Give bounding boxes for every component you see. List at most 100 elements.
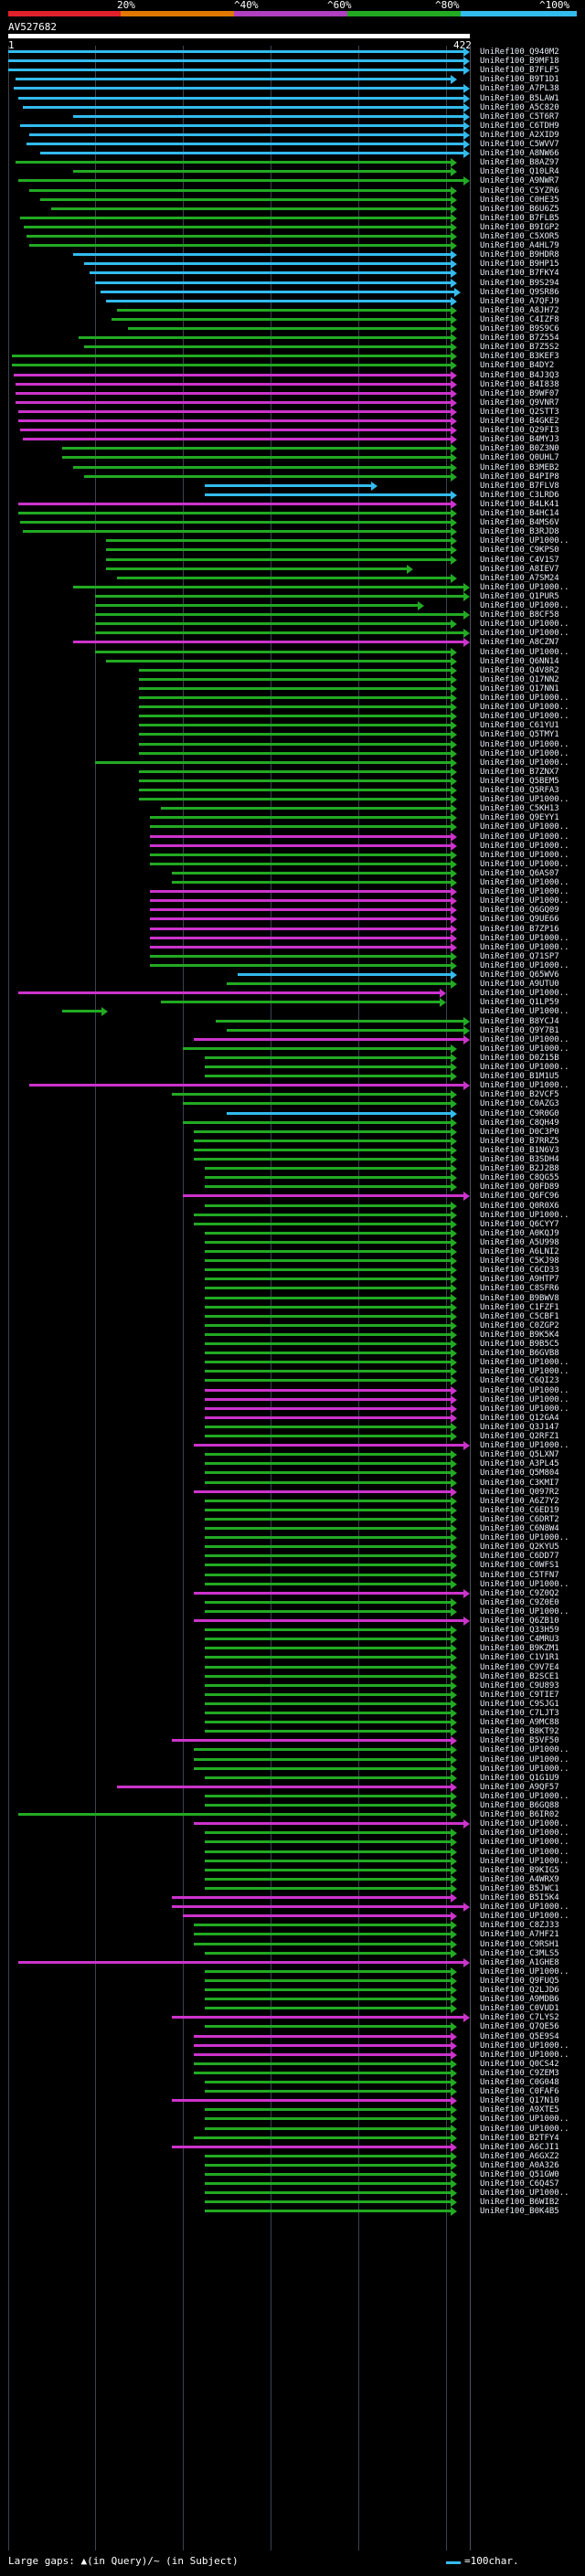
hit-label-link[interactable]: UniRef100_B4PIP8: [480, 472, 559, 482]
hit-label-link[interactable]: UniRef100_B7FLV8: [480, 481, 559, 491]
hit-label-link[interactable]: UniRef100_B8AZ97: [480, 158, 559, 168]
hit-label-link[interactable]: UniRef100_B3SDH4: [480, 1155, 559, 1164]
hit-bar[interactable]: [204, 2126, 452, 2130]
hit-bar[interactable]: [204, 1609, 452, 1613]
hit-label-link[interactable]: UniRef100_C4V1S7: [480, 555, 559, 565]
hit-label-link[interactable]: UniRef100_Q2KYU5: [480, 1542, 559, 1553]
hit-bar[interactable]: [204, 1388, 452, 1392]
hit-label-link[interactable]: UniRef100_Q0CS42: [480, 2059, 559, 2069]
hit-bar[interactable]: [39, 197, 452, 201]
hit-label-link[interactable]: UniRef100_Q6GQ09: [480, 906, 559, 916]
hit-bar[interactable]: [204, 2154, 452, 2157]
hit-label-link[interactable]: UniRef100_UP1000..: [480, 896, 569, 906]
hit-label-link[interactable]: UniRef100_Q940M2: [480, 48, 559, 57]
hit-label-link[interactable]: UniRef100_C0FAF6: [480, 2087, 559, 2097]
hit-bar[interactable]: [182, 1194, 464, 1198]
hit-label-link[interactable]: UniRef100_UP1000..: [480, 739, 569, 749]
hit-label-link[interactable]: UniRef100_UP1000..: [480, 859, 569, 869]
hit-label-link[interactable]: UniRef100_A9QF57: [480, 1782, 559, 1792]
hit-label-link[interactable]: UniRef100_Q2RFZ1: [480, 1432, 559, 1441]
hit-label-link[interactable]: UniRef100_Q7QE56: [480, 2022, 559, 2032]
hit-bar[interactable]: [72, 253, 452, 257]
hit-bar[interactable]: [204, 1415, 452, 1419]
hit-bar[interactable]: [27, 143, 464, 145]
hit-bar[interactable]: [193, 1942, 452, 1945]
hit-label-link[interactable]: UniRef100_C9R0G0: [480, 1108, 559, 1118]
hit-bar[interactable]: [204, 1536, 452, 1540]
hit-bar[interactable]: [149, 917, 452, 921]
hit-bar[interactable]: [204, 2191, 452, 2195]
hit-label-link[interactable]: UniRef100_UP1000..: [480, 1745, 569, 1755]
hit-bar[interactable]: [204, 1314, 452, 1318]
hit-bar[interactable]: [193, 1129, 452, 1133]
hit-bar[interactable]: [204, 1277, 452, 1281]
hit-bar[interactable]: [204, 1573, 452, 1576]
hit-bar[interactable]: [105, 539, 452, 543]
hit-label-link[interactable]: UniRef100_C7LJT3: [480, 1709, 559, 1718]
hit-bar[interactable]: [193, 1213, 452, 1216]
hit-label-link[interactable]: UniRef100_C9U893: [480, 1680, 559, 1691]
hit-label-link[interactable]: UniRef100_B2VCF5: [480, 1090, 559, 1100]
hit-label-link[interactable]: UniRef100_A9XTE5: [480, 2105, 559, 2115]
hit-label-link[interactable]: UniRef100_B6WIB2: [480, 2198, 559, 2208]
hit-bar[interactable]: [204, 1499, 452, 1502]
hit-label-link[interactable]: UniRef100_C3LRD6: [480, 490, 559, 500]
hit-label-link[interactable]: UniRef100_UP1000..: [480, 629, 569, 639]
hit-bar[interactable]: [17, 409, 452, 413]
hit-label-link[interactable]: UniRef100_A0A326: [480, 2160, 559, 2170]
hit-bar[interactable]: [138, 779, 452, 782]
hit-bar[interactable]: [204, 1859, 452, 1862]
hit-label-link[interactable]: UniRef100_UP1000..: [480, 989, 569, 999]
hit-bar[interactable]: [182, 1120, 452, 1124]
hit-bar[interactable]: [8, 59, 464, 63]
hit-bar[interactable]: [204, 2090, 452, 2094]
hit-label-link[interactable]: UniRef100_B9K5K4: [480, 1330, 559, 1340]
hit-label-link[interactable]: UniRef100_UP1000..: [480, 832, 569, 842]
hit-label-link[interactable]: UniRef100_UP1000..: [480, 1210, 569, 1220]
hit-bar[interactable]: [17, 1960, 464, 1964]
hit-label-link[interactable]: UniRef100_C9KPS0: [480, 546, 559, 556]
hit-bar[interactable]: [17, 96, 464, 100]
hit-label-link[interactable]: UniRef100_A9MC88: [480, 1718, 559, 1728]
hit-bar[interactable]: [215, 1019, 464, 1023]
hit-label-link[interactable]: UniRef100_UP1000..: [480, 1606, 569, 1617]
hit-bar[interactable]: [204, 493, 452, 496]
hit-label-link[interactable]: UniRef100_UP1000..: [480, 1579, 569, 1589]
hit-label-link[interactable]: UniRef100_Q6ZB10: [480, 1617, 559, 1626]
hit-bar[interactable]: [204, 1397, 452, 1401]
hit-bar[interactable]: [193, 2034, 452, 2038]
hit-bar[interactable]: [138, 751, 452, 755]
hit-bar[interactable]: [23, 225, 452, 228]
hit-label-link[interactable]: UniRef100_Q65WV6: [480, 970, 559, 980]
hit-label-link[interactable]: UniRef100_B3MEB2: [480, 462, 559, 472]
hit-bar[interactable]: [138, 733, 452, 737]
hit-bar[interactable]: [204, 2163, 452, 2167]
hit-bar[interactable]: [20, 216, 452, 219]
hit-bar[interactable]: [204, 2182, 452, 2186]
hit-label-link[interactable]: UniRef100_A1GHE8: [480, 1957, 559, 1967]
hit-bar[interactable]: [149, 927, 452, 930]
hit-bar[interactable]: [17, 512, 452, 514]
hit-label-link[interactable]: UniRef100_UP1000..: [480, 601, 569, 610]
hit-bar[interactable]: [105, 557, 452, 561]
hit-label-link[interactable]: UniRef100_B5LAW1: [480, 93, 559, 103]
hit-bar[interactable]: [171, 1739, 452, 1743]
hit-label-link[interactable]: UniRef100_C1FZF1: [480, 1302, 559, 1312]
hit-bar[interactable]: [61, 1010, 103, 1013]
hit-label-link[interactable]: UniRef100_B7FLF5: [480, 66, 559, 76]
hit-label-link[interactable]: UniRef100_Q2LJD6: [480, 1986, 559, 1995]
hit-bar[interactable]: [193, 2052, 452, 2056]
hit-label-link[interactable]: UniRef100_UP1000..: [480, 1533, 569, 1543]
hit-label-link[interactable]: UniRef100_C8SFR6: [480, 1284, 559, 1294]
hit-label-link[interactable]: UniRef100_B4HC14: [480, 509, 559, 518]
hit-label-link[interactable]: UniRef100_Q9SR86: [480, 287, 559, 297]
hit-bar[interactable]: [138, 742, 452, 746]
hit-bar[interactable]: [193, 2136, 452, 2139]
hit-label-link[interactable]: UniRef100_UP1000..: [480, 933, 569, 943]
hit-label-link[interactable]: UniRef100_B8KT92: [480, 1727, 559, 1737]
hit-label-link[interactable]: UniRef100_B9B5C5: [480, 1340, 559, 1349]
hit-label-link[interactable]: UniRef100_A6LNI2: [480, 1247, 559, 1256]
hit-bar[interactable]: [22, 530, 452, 534]
hit-label-link[interactable]: UniRef100_UP1000..: [480, 2115, 569, 2125]
hit-bar[interactable]: [204, 1776, 452, 1779]
